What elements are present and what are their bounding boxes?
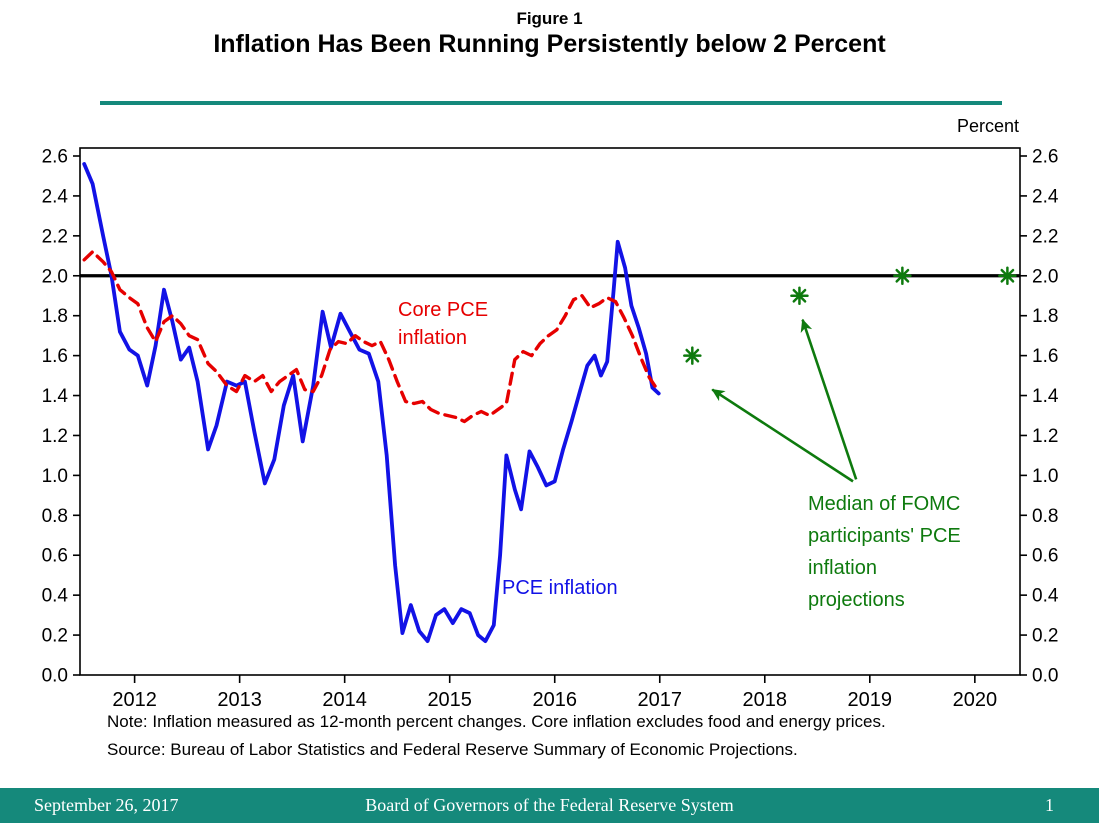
fomc-projection-asterisk	[792, 288, 807, 303]
x-tick-label: 2015	[427, 689, 472, 711]
x-tick-label: 2014	[322, 689, 367, 711]
x-tick-label: 2018	[743, 689, 788, 711]
y-tick-label-right: 0.8	[1032, 506, 1058, 527]
figure-number-label: Figure 1	[516, 9, 583, 28]
y-tick-label-right: 2.6	[1032, 147, 1058, 168]
y-tick-label-left: 2.0	[42, 266, 68, 287]
y-tick-label-left: 0.6	[42, 546, 68, 567]
y-tick-label-left: 2.2	[42, 226, 68, 247]
annotation-arrow	[800, 318, 858, 480]
x-tick-label: 2017	[638, 689, 683, 711]
y-tick-label-right: 1.6	[1032, 346, 1058, 367]
footer-bar: September 26, 2017 Board of Governors of…	[0, 788, 1099, 823]
core-pce-series-label: Core PCE inflation	[398, 299, 489, 349]
fomc-projection-asterisk	[895, 268, 910, 283]
footer-date: September 26, 2017	[34, 795, 179, 815]
x-tick-label: 2012	[112, 689, 157, 711]
x-tick-label: 2019	[848, 689, 893, 711]
y-tick-label-right: 1.4	[1032, 386, 1059, 407]
y-tick-label-left: 1.2	[42, 426, 68, 447]
fomc-projection-asterisk	[685, 348, 700, 363]
y-tick-label-left: 1.0	[42, 466, 68, 487]
y-tick-label-right: 0.4	[1032, 586, 1059, 607]
fomc-projection-asterisk	[685, 348, 700, 363]
footer-page-number: 1	[1045, 795, 1054, 815]
fomc-projection-asterisk	[1000, 268, 1015, 283]
y-tick-label-right: 1.2	[1032, 426, 1058, 447]
fomc-projection-asterisk	[1000, 268, 1015, 283]
y-tick-label-right: 2.2	[1032, 226, 1058, 247]
y-tick-label-left: 0.8	[42, 506, 68, 527]
chart-note: Note: Inflation measured as 12-month per…	[107, 712, 886, 731]
y-axis-unit-label: Percent	[956, 116, 1019, 136]
y-tick-label-right: 0.0	[1032, 666, 1058, 687]
pce-series-label: PCE inflation	[502, 577, 618, 599]
y-tick-label-left: 1.4	[42, 386, 69, 407]
core-pce-inflation-line	[82, 250, 661, 424]
y-tick-label-left: 2.4	[42, 186, 69, 207]
fomc-projections-label: Median of FOMC participants' PCE inflati…	[808, 493, 961, 611]
y-tick-label-right: 2.4	[1032, 186, 1059, 207]
x-tick-label: 2016	[532, 689, 577, 711]
footer-organization: Board of Governors of the Federal Reserv…	[365, 795, 734, 815]
annotation-arrow	[711, 388, 854, 483]
y-tick-label-right: 0.6	[1032, 546, 1058, 567]
x-tick-label: 2013	[217, 689, 262, 711]
chart-source: Source: Bureau of Labor Statistics and F…	[107, 740, 798, 759]
x-tick-label: 2020	[953, 689, 998, 711]
fomc-projection-asterisk	[792, 288, 807, 303]
slide-title: Inflation Has Been Running Persistently …	[213, 30, 886, 58]
fomc-projection-asterisk	[895, 268, 910, 283]
y-tick-label-left: 1.8	[42, 306, 68, 327]
y-tick-label-right: 2.0	[1032, 266, 1058, 287]
y-tick-label-left: 0.2	[42, 626, 68, 647]
title-accent-rule	[100, 101, 1002, 105]
y-tick-label-right: 1.0	[1032, 466, 1058, 487]
y-tick-label-left: 2.6	[42, 147, 68, 168]
pce-inflation-line	[82, 162, 661, 643]
y-tick-label-right: 1.8	[1032, 306, 1058, 327]
y-tick-label-left: 1.6	[42, 346, 68, 367]
y-tick-label-right: 0.2	[1032, 626, 1058, 647]
y-tick-label-left: 0.4	[42, 586, 69, 607]
y-tick-label-left: 0.0	[42, 666, 68, 687]
